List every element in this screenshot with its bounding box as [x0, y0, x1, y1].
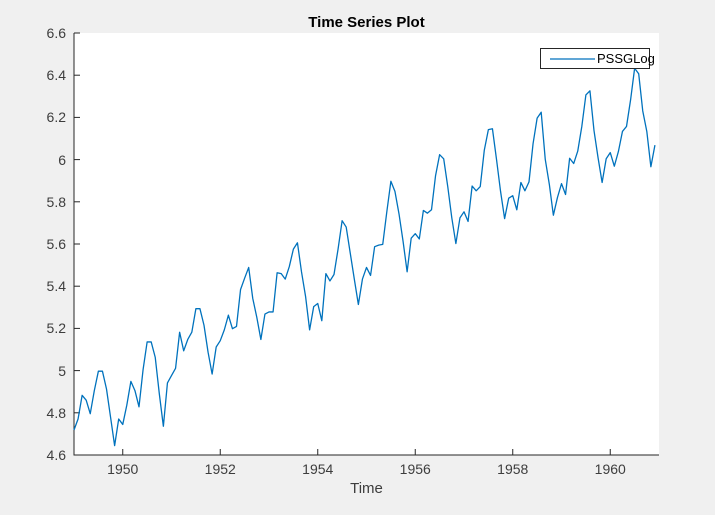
- legend[interactable]: PSSGLog: [540, 48, 655, 69]
- y-tick-label: 4.8: [46, 404, 66, 421]
- x-axis-label: Time: [350, 480, 383, 497]
- legend-line-sample: [550, 57, 595, 60]
- x-tick-label: 1960: [594, 461, 626, 477]
- y-tick-label: 6.4: [46, 67, 66, 84]
- x-tick-label: 1958: [497, 461, 529, 477]
- y-tick-label: 6.6: [46, 25, 66, 41]
- y-tick-label: 6.2: [46, 109, 66, 126]
- y-tick-label: 4.6: [46, 447, 66, 463]
- legend-label: PSSGLog: [597, 51, 655, 66]
- y-tick-label: 5.2: [46, 320, 66, 337]
- x-tick-label: 1950: [107, 461, 139, 477]
- x-tick-label: 1956: [399, 461, 431, 477]
- plot-background: [74, 33, 659, 455]
- y-tick-label: 5.4: [46, 278, 66, 295]
- y-tick-label: 5: [58, 362, 66, 379]
- x-tick-label: 1952: [204, 461, 236, 477]
- y-tick-label: 6: [58, 151, 66, 168]
- chart-title: Time Series Plot: [308, 14, 425, 31]
- data-line-pssglog: [73, 67, 656, 447]
- x-tick-label: 1954: [302, 461, 334, 477]
- y-tick-label: 5.8: [46, 193, 66, 210]
- y-tick-label: 5.6: [46, 236, 66, 252]
